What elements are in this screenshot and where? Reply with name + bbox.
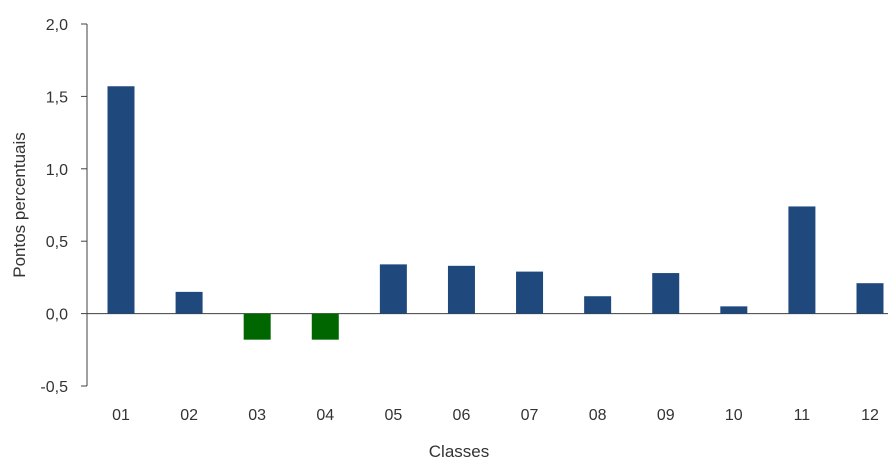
x-tick-label: 10 bbox=[725, 407, 743, 424]
x-tick-label: 06 bbox=[453, 407, 471, 424]
x-tick-label: 04 bbox=[316, 407, 334, 424]
bar-03 bbox=[243, 313, 271, 340]
bar-06 bbox=[447, 265, 475, 314]
bar-02 bbox=[175, 291, 203, 314]
y-tick-label: 1,0 bbox=[46, 162, 68, 179]
y-tick-label: 2,0 bbox=[46, 17, 68, 34]
bars bbox=[107, 86, 884, 340]
y-tick-label: -0,5 bbox=[40, 379, 68, 396]
bar-10 bbox=[720, 306, 748, 314]
bar-07 bbox=[516, 271, 544, 314]
y-tick-label: 0,5 bbox=[46, 234, 68, 251]
x-tick-label: 11 bbox=[794, 407, 811, 424]
bar-11 bbox=[788, 206, 816, 314]
y-axis-title: Pontos percentuais bbox=[10, 132, 29, 278]
bar-04 bbox=[311, 313, 339, 340]
y-tick-label: 1,5 bbox=[46, 89, 68, 106]
x-tick-label: 03 bbox=[248, 407, 266, 424]
x-tick-label: 07 bbox=[521, 407, 539, 424]
bar-09 bbox=[652, 273, 680, 314]
x-tick-label: 01 bbox=[112, 407, 130, 424]
bar-05 bbox=[379, 264, 407, 314]
x-tick-label: 09 bbox=[657, 407, 675, 424]
x-tick-label: 05 bbox=[384, 407, 402, 424]
x-tick-label: 12 bbox=[861, 407, 879, 424]
bar-08 bbox=[584, 296, 612, 314]
x-tick-label: 02 bbox=[180, 407, 198, 424]
y-tick-label: 0,0 bbox=[46, 307, 68, 324]
bar-12 bbox=[856, 283, 884, 314]
x-tick-label: 08 bbox=[589, 407, 607, 424]
x-axis-title: Classes bbox=[429, 442, 489, 459]
bar-01 bbox=[107, 86, 135, 314]
y-axis-ticks: -0,5 0,0 0,5 1,0 1,5 2,0 bbox=[40, 17, 87, 396]
x-axis-tick-labels: 01 02 03 04 05 06 07 08 09 10 11 12 bbox=[112, 407, 879, 424]
